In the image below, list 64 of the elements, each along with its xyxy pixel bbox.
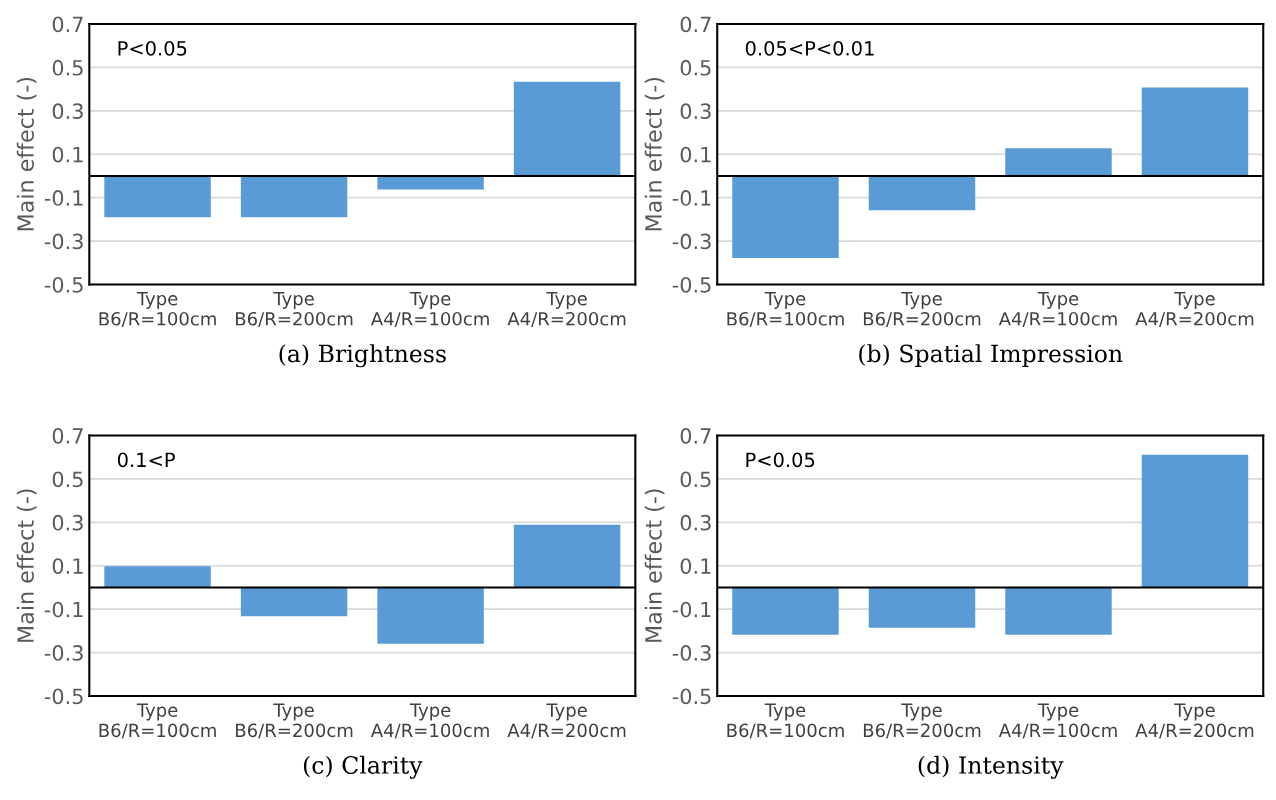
x-tick-label: Type A4/R=100cm	[370, 291, 489, 328]
text: (b) Spatial Impression	[859, 344, 1123, 367]
annotation: P<0.05	[746, 452, 815, 468]
y-tick-label: 0.5	[52, 471, 83, 488]
y-tick-label: -0.1	[44, 190, 83, 206]
x-tick-label: Type B6/R=200cm	[236, 291, 353, 328]
annotation: P<0.05	[118, 40, 187, 56]
bar	[1005, 148, 1112, 176]
annotation: 0.05<P<0.01	[745, 40, 874, 56]
y-tick-label: 0.7	[680, 427, 711, 444]
x-tick-label: Type B6/R=200cm	[863, 291, 981, 328]
y-tick-label: 0.3	[680, 103, 711, 120]
y-tick-label: -0.1	[672, 190, 711, 206]
x-tick-label: Type B6/R=100cm	[727, 291, 844, 328]
text: (c) Clarity	[303, 755, 423, 779]
y-tick-label: 0.3	[52, 514, 83, 531]
y-tick-label: 0.7	[52, 16, 83, 33]
y-tick-label: 0.5	[680, 59, 711, 76]
y-axis-title: Main effect (-)	[644, 489, 665, 642]
y-tick-label: -0.5	[44, 276, 83, 293]
y-tick-label: -0.5	[672, 276, 711, 293]
y-tick-label: 0.1	[680, 146, 711, 163]
y-tick-label: 0.5	[680, 471, 711, 488]
bar	[1141, 87, 1249, 176]
x-tick-label: Type A4/R=200cm	[1135, 291, 1254, 328]
y-tick-label: 0.1	[52, 558, 83, 574]
y-tick-label: 0.7	[52, 427, 83, 444]
y-tick-label: 0.3	[680, 514, 711, 531]
x-tick-label: Type A4/R=200cm	[507, 703, 626, 739]
bar	[240, 587, 348, 617]
bar	[732, 175, 839, 258]
x-tick-label: Type B6/R=100cm	[727, 703, 844, 739]
bar	[377, 587, 484, 644]
y-axis-title: Main effect (-)	[16, 489, 37, 642]
bar	[868, 175, 976, 211]
y-tick-label: 0.5	[52, 59, 83, 76]
y-tick-label: -0.5	[44, 688, 83, 705]
y-tick-label: -0.3	[672, 233, 711, 250]
x-tick-label: Type A4/R=100cm	[370, 703, 489, 739]
y-tick-label: -0.3	[44, 645, 83, 661]
x-tick-label: Type B6/R=200cm	[236, 703, 353, 739]
y-tick-label: 0.7	[680, 16, 711, 33]
y-tick-label: 0.3	[52, 103, 83, 120]
y-tick-label: -0.1	[672, 601, 711, 618]
x-tick-label: Type B6/R=100cm	[99, 291, 216, 328]
y-axis-title: Main effect (-)	[644, 77, 665, 231]
x-tick-label: Type A4/R=200cm	[507, 291, 626, 328]
text: (d) Intensity	[918, 755, 1064, 779]
x-tick-label: Type B6/R=200cm	[863, 703, 981, 739]
y-tick-label: 0.1	[52, 146, 83, 163]
y-tick-label: -0.3	[672, 645, 711, 661]
x-tick-label: Type A4/R=200cm	[1135, 703, 1254, 739]
y-tick-label: -0.5	[672, 688, 711, 705]
annotation: 0.1<P	[117, 452, 175, 468]
y-tick-label: 0.1	[680, 558, 711, 574]
bar	[513, 524, 621, 588]
bar	[104, 566, 211, 588]
y-axis-title: Main effect (-)	[16, 77, 37, 231]
x-tick-label: Type B6/R=100cm	[99, 703, 216, 739]
x-tick-label: Type A4/R=100cm	[998, 703, 1117, 739]
y-tick-label: -0.3	[44, 233, 83, 250]
x-tick-label: Type A4/R=100cm	[998, 291, 1117, 328]
text: (a) Brightness	[279, 344, 446, 368]
y-tick-label: -0.1	[44, 601, 83, 618]
